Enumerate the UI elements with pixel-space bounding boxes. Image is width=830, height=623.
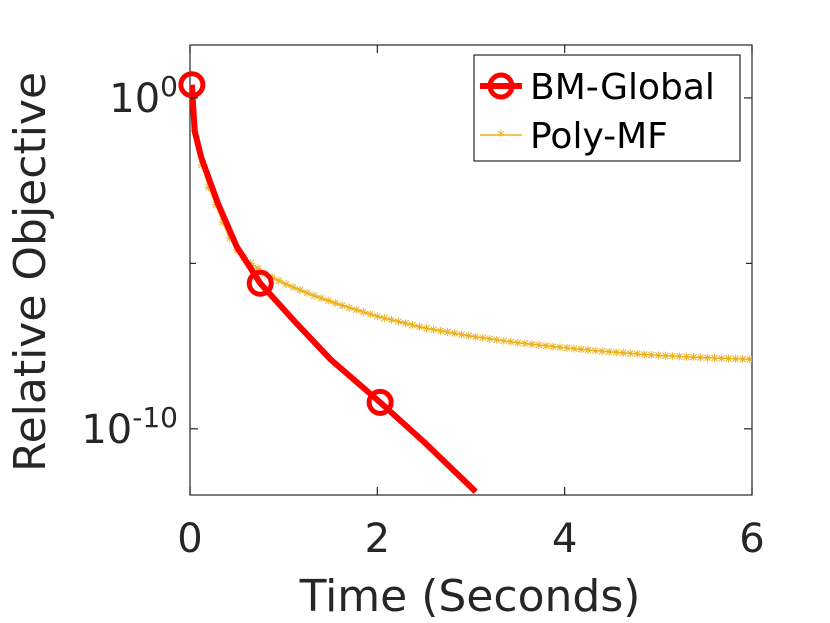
series-point-poly-mf [310, 291, 319, 300]
series-point-poly-mf [717, 354, 726, 363]
series-point-poly-mf [640, 350, 649, 359]
series-point-poly-mf [373, 312, 382, 321]
series-point-poly-mf [499, 336, 508, 345]
tick-layer: 0 2 4 6 100 10-10 [81, 45, 765, 562]
series-line-bm-global [190, 84, 478, 494]
series-point-poly-mf [724, 354, 733, 363]
series-point-poly-mf [668, 352, 677, 361]
series-point-poly-mf [317, 294, 326, 303]
series-point-bm-global [366, 388, 394, 416]
series-point-poly-mf [654, 351, 663, 360]
series-point-poly-mf [682, 352, 691, 361]
series-point-poly-mf [703, 353, 712, 362]
legend-marker-bm-global [487, 72, 515, 100]
legend-label-bm-global: BM-Global [530, 67, 715, 108]
series-point-poly-mf [359, 307, 368, 316]
series-point-poly-mf [612, 348, 621, 357]
series-point-poly-mf [485, 334, 494, 343]
series-point-bm-global [246, 269, 274, 297]
series-point-poly-mf [619, 348, 628, 357]
series-point-poly-mf [626, 349, 635, 358]
series-point-poly-mf [633, 349, 642, 358]
series-point-poly-mf [548, 342, 557, 351]
series-point-poly-mf [387, 315, 396, 324]
y-tick-label: 10-10 [81, 401, 178, 453]
series-point-poly-mf [647, 350, 656, 359]
series-point-poly-mf [457, 330, 466, 339]
series-point-poly-mf [591, 346, 600, 355]
legend-box [473, 54, 741, 162]
series-point-poly-mf [443, 328, 452, 337]
series-point-poly-mf [296, 285, 305, 294]
series-point-poly-mf [338, 301, 347, 310]
legend: BM-Global * Poly-MF [473, 54, 741, 162]
series-point-poly-mf [478, 333, 487, 342]
series-point-poly-mf [471, 332, 480, 341]
series-point-poly-mf [366, 310, 375, 319]
series-point-poly-mf [738, 355, 747, 364]
series-point-poly-mf [492, 335, 501, 344]
series-point-poly-mf [534, 341, 543, 350]
series-point-poly-mf [331, 299, 340, 308]
series-point-poly-mf [570, 344, 579, 353]
legend-marker-poly-mf: * [497, 126, 505, 145]
series-point-poly-mf [661, 351, 670, 360]
series-point-poly-mf [745, 355, 752, 364]
x-tick-label: 4 [552, 516, 577, 562]
y-axis-label: Relative Objective [5, 72, 56, 472]
series-point-poly-mf [324, 296, 333, 305]
series-point-poly-mf [584, 345, 593, 354]
series-point-poly-mf [345, 303, 354, 312]
series-point-poly-mf [282, 280, 291, 289]
y-tick-label: 100 [109, 70, 178, 122]
series-point-poly-mf [577, 345, 586, 354]
series-point-poly-mf [731, 354, 740, 363]
series-point-poly-mf [689, 353, 698, 362]
series-point-poly-mf [380, 314, 389, 323]
series-point-poly-mf [710, 354, 719, 363]
series-point-poly-mf [394, 317, 403, 326]
series-layer [178, 71, 752, 494]
series-point-poly-mf [289, 283, 298, 292]
series-point-poly-mf [464, 331, 473, 340]
series-point-poly-mf [436, 326, 445, 335]
series-point-poly-mf [520, 339, 529, 348]
series-point-poly-mf [422, 324, 431, 333]
series-point-bm-global [178, 71, 206, 99]
series-point-poly-mf [352, 305, 361, 314]
series-clip-group [190, 84, 752, 494]
series-point-poly-mf [506, 337, 515, 346]
x-axis-label: Time (Seconds) [299, 571, 641, 622]
series-point-poly-mf [450, 329, 459, 338]
series-point-poly-mf [555, 343, 564, 352]
series-point-poly-mf [598, 347, 607, 356]
series-point-poly-mf [415, 322, 424, 331]
series-point-poly-mf [696, 353, 705, 362]
x-tick-label: 0 [177, 516, 202, 562]
x-tick-label: 6 [739, 516, 764, 562]
series-point-poly-mf [527, 340, 536, 349]
series-point-poly-mf [675, 352, 684, 361]
series-point-poly-mf [408, 321, 417, 330]
x-tick-label: 2 [365, 516, 390, 562]
series-point-poly-mf [563, 343, 572, 352]
series-point-poly-mf [605, 347, 614, 356]
series-point-poly-mf [513, 338, 522, 347]
series-point-poly-mf [429, 325, 438, 334]
series-point-poly-mf [303, 288, 312, 297]
series-point-poly-mf [541, 341, 550, 350]
series-point-poly-mf [401, 319, 410, 328]
legend-label-poly-mf: Poly-MF [530, 116, 668, 157]
series-point-poly-mf [274, 276, 283, 285]
